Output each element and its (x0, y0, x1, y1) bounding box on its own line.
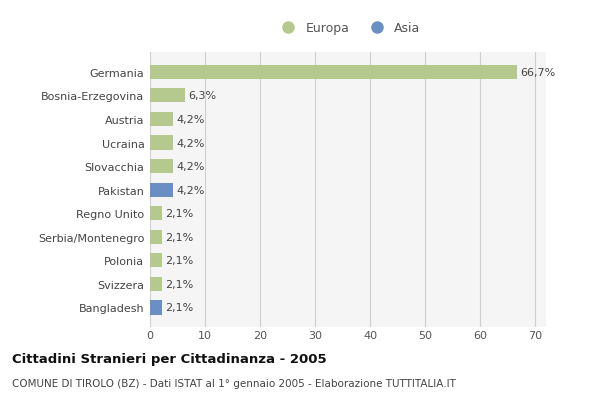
Text: 4,2%: 4,2% (176, 115, 205, 125)
Bar (150, 230, 161, 244)
Bar (150, 207, 161, 221)
Bar (150, 301, 161, 315)
Bar (150, 65, 517, 80)
Text: COMUNE DI TIROLO (BZ) - Dati ISTAT al 1° gennaio 2005 - Elaborazione TUTTITALIA.: COMUNE DI TIROLO (BZ) - Dati ISTAT al 1°… (12, 378, 456, 389)
Text: 2,1%: 2,1% (165, 256, 193, 266)
Text: 4,2%: 4,2% (176, 185, 205, 195)
Text: 66,7%: 66,7% (520, 67, 556, 78)
Bar (150, 160, 173, 174)
Text: 2,1%: 2,1% (165, 279, 193, 289)
Bar (150, 136, 173, 150)
Text: 2,1%: 2,1% (165, 209, 193, 219)
Text: Cittadini Stranieri per Cittadinanza - 2005: Cittadini Stranieri per Cittadinanza - 2… (12, 352, 326, 365)
Bar (150, 112, 173, 127)
Text: 4,2%: 4,2% (176, 162, 205, 172)
Text: 6,3%: 6,3% (188, 91, 216, 101)
Bar (150, 254, 161, 268)
Bar (150, 89, 185, 103)
Bar (150, 277, 161, 291)
Text: 2,1%: 2,1% (165, 232, 193, 242)
Text: 2,1%: 2,1% (165, 303, 193, 313)
Bar (150, 183, 173, 197)
Legend: Europa, Asia: Europa, Asia (272, 18, 424, 39)
Text: 4,2%: 4,2% (176, 138, 205, 148)
